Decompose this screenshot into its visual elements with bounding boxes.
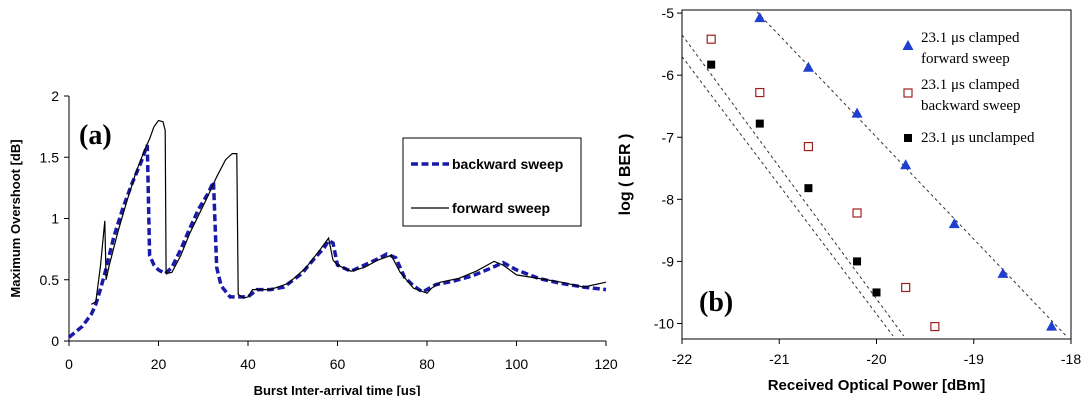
legend-marker-b <box>903 88 913 98</box>
data-point <box>901 282 911 293</box>
legend-box-a <box>402 137 582 227</box>
legend-label-b: 23.1 μs clamped <box>921 30 1020 46</box>
x-tick-label-b: -18 <box>1061 351 1081 367</box>
y-tick-label-a: 0.5 <box>40 272 60 288</box>
legend-label-b: 23.1 μs unclamped <box>921 130 1035 146</box>
data-point <box>872 288 881 297</box>
x-tick-label-b: -20 <box>866 351 886 367</box>
data-point <box>804 184 813 193</box>
data-point <box>755 119 764 128</box>
x-tick-label-a: 40 <box>240 356 256 372</box>
x-tick-label-a: 100 <box>505 356 529 372</box>
legend-label-a: backward sweep <box>452 156 563 172</box>
y-tick-label-a: 2 <box>51 88 59 104</box>
data-point <box>707 60 716 69</box>
data-point <box>852 208 862 218</box>
y-tick-label-b: -9 <box>662 253 675 269</box>
y-tick-label-a: 0 <box>51 333 59 349</box>
y-tick-label-b: -7 <box>662 129 675 145</box>
legend-b: 23.1 μs clamped forward sweep 23.1 μs clam… <box>902 30 1035 146</box>
y-tick-label-a: 1 <box>51 211 59 227</box>
data-point <box>803 141 814 152</box>
x-tick-label-a: 60 <box>330 356 346 372</box>
legend-a: backward sweep forward sweep <box>402 137 582 227</box>
data-point <box>997 267 1009 278</box>
legend-label-b: 23.1 μs clamped <box>921 77 1020 93</box>
y-tick-label-b: -10 <box>654 315 674 331</box>
legend-label-b: forward sweep <box>921 51 1010 67</box>
y-tick-label-b: -6 <box>662 67 675 83</box>
x-tick-label-a: 0 <box>65 356 73 372</box>
y-tick-label-b: -5 <box>662 5 675 21</box>
data-point <box>900 159 912 170</box>
x-tick-label-b: -22 <box>672 351 692 367</box>
chart-b: -5 -6 -7 -8 -9 -10 -22 -21 -20 -19 -18 23.1 μs clam… <box>617 5 1081 394</box>
legend-marker-b <box>904 134 912 142</box>
x-tick-label-a: 120 <box>594 356 618 372</box>
y-axis-label-b: log ( BER ) <box>617 134 634 216</box>
y-axis-label-a: Maximum Overshoot [dB] <box>8 139 23 297</box>
x-axis-label-b: Received Optical Power [dBm] <box>768 377 986 394</box>
legend-label-b: backward sweep <box>921 98 1021 114</box>
y-tick-label-b: -8 <box>662 191 675 207</box>
data-point <box>802 61 814 72</box>
data-point <box>706 34 716 44</box>
panel-label-b: (b) <box>699 287 733 318</box>
data-point <box>853 257 862 266</box>
fit-line <box>682 34 905 337</box>
panel-label-a: (a) <box>79 120 112 151</box>
data-point <box>930 321 940 332</box>
panel-label-bg-b <box>698 281 742 317</box>
x-tick-label-a: 20 <box>151 356 167 372</box>
data-point <box>851 107 863 118</box>
y-tick-label-a: 1.5 <box>40 149 60 165</box>
legend-marker-b <box>902 40 914 50</box>
series-line-forward-sweep <box>91 119 607 305</box>
data-point <box>1046 320 1058 331</box>
x-tick-label-b: -21 <box>769 351 789 367</box>
x-tick-label-a: 80 <box>419 356 435 372</box>
data-point <box>754 12 766 23</box>
data-point <box>948 218 960 229</box>
x-tick-label-b: -19 <box>964 351 984 367</box>
data-point <box>755 87 765 98</box>
fit-line <box>682 56 894 337</box>
legend-label-a: forward sweep <box>452 200 550 216</box>
x-axis-label-a: Burst Inter-arrival time [us] <box>254 383 421 396</box>
